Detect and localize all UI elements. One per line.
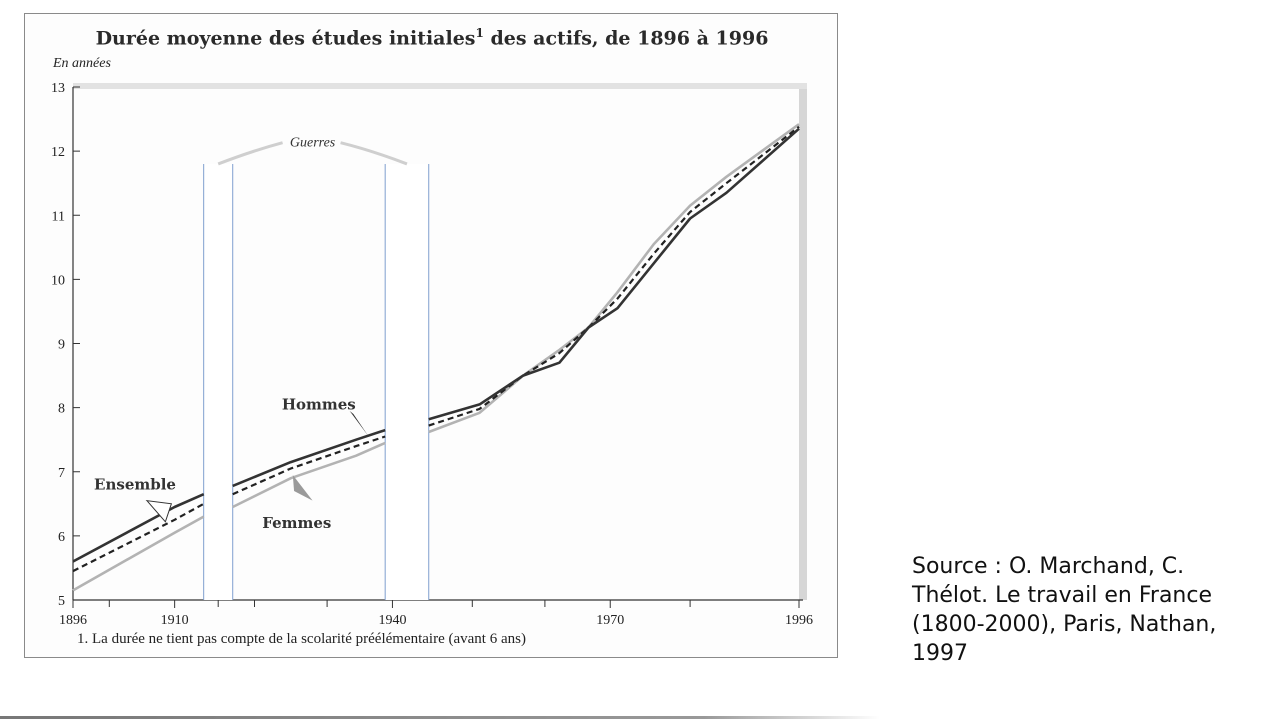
y-tick-label-9: 9 <box>58 338 65 353</box>
y-tick-label-10: 10 <box>51 273 65 288</box>
chart-title: Durée moyenne des études initiales1 des … <box>25 26 839 49</box>
war-band-0 <box>203 163 233 600</box>
series-line-hommes-segment-2 <box>428 127 800 421</box>
series-line-hommes-segment-1 <box>232 428 386 488</box>
chart-title-rest: des actifs, de 1896 à 1996 <box>483 27 769 50</box>
y-tick-label-12: 12 <box>51 145 65 160</box>
war-label: Guerres <box>290 136 336 151</box>
y-tick-label-5: 5 <box>58 594 65 609</box>
y-tick-label-7: 7 <box>58 466 65 481</box>
ensemble-pointer <box>145 499 173 523</box>
y-tick-label-13: 13 <box>51 81 65 96</box>
plot-frame-top-shade <box>73 83 807 89</box>
series-line-ensemble-segment-0 <box>72 502 205 573</box>
series-line-ensemble-segment-2 <box>428 125 800 427</box>
y-axis-unit-label: En années <box>53 56 111 71</box>
x-tick-label-1996: 1996 <box>785 613 813 628</box>
war-band-1 <box>385 163 429 600</box>
y-tick-label-11: 11 <box>52 209 65 224</box>
series-label-ensemble: Ensemble <box>94 476 176 494</box>
title-footnote-mark: 1 <box>475 26 484 40</box>
x-tick-label-1940: 1940 <box>378 613 406 628</box>
series-label-femmes: Femmes <box>262 514 331 532</box>
y-tick-label-6: 6 <box>58 530 65 545</box>
series-label-hommes: Hommes <box>282 395 356 413</box>
plot-frame-right-shade <box>799 84 807 600</box>
x-tick-label-1970: 1970 <box>596 613 624 628</box>
source-citation: Source : O. Marchand, C. Thélot. Le trav… <box>912 554 1217 666</box>
series-line-femmes-segment-0 <box>72 515 205 592</box>
line-chart: 5 6 7 8 9 10 11 12 13 1896 1910 1940 1970 1996 Guerres… <box>51 81 813 628</box>
slide-bottom-rule <box>0 716 880 719</box>
x-tick-label-1910: 1910 <box>161 613 189 628</box>
series-line-femmes-segment-2 <box>428 123 800 434</box>
war-bracket-left <box>217 141 283 166</box>
war-bracket-right <box>340 141 408 166</box>
hommes-pointer <box>349 410 369 437</box>
chart-footnote: 1. La durée ne tient pas compte de la sc… <box>77 631 526 647</box>
x-tick-label-1896: 1896 <box>59 613 87 628</box>
series-line-ensemble-segment-1 <box>232 435 386 496</box>
chart-title-text: Durée moyenne des études initiales <box>95 27 476 50</box>
y-tick-label-8: 8 <box>58 402 65 417</box>
femmes-pointer <box>292 474 313 501</box>
series-line-femmes-segment-1 <box>232 441 386 509</box>
chart-scan: Durée moyenne des études initiales1 des … <box>24 13 838 658</box>
series-line-hommes-segment-0 <box>72 493 205 563</box>
